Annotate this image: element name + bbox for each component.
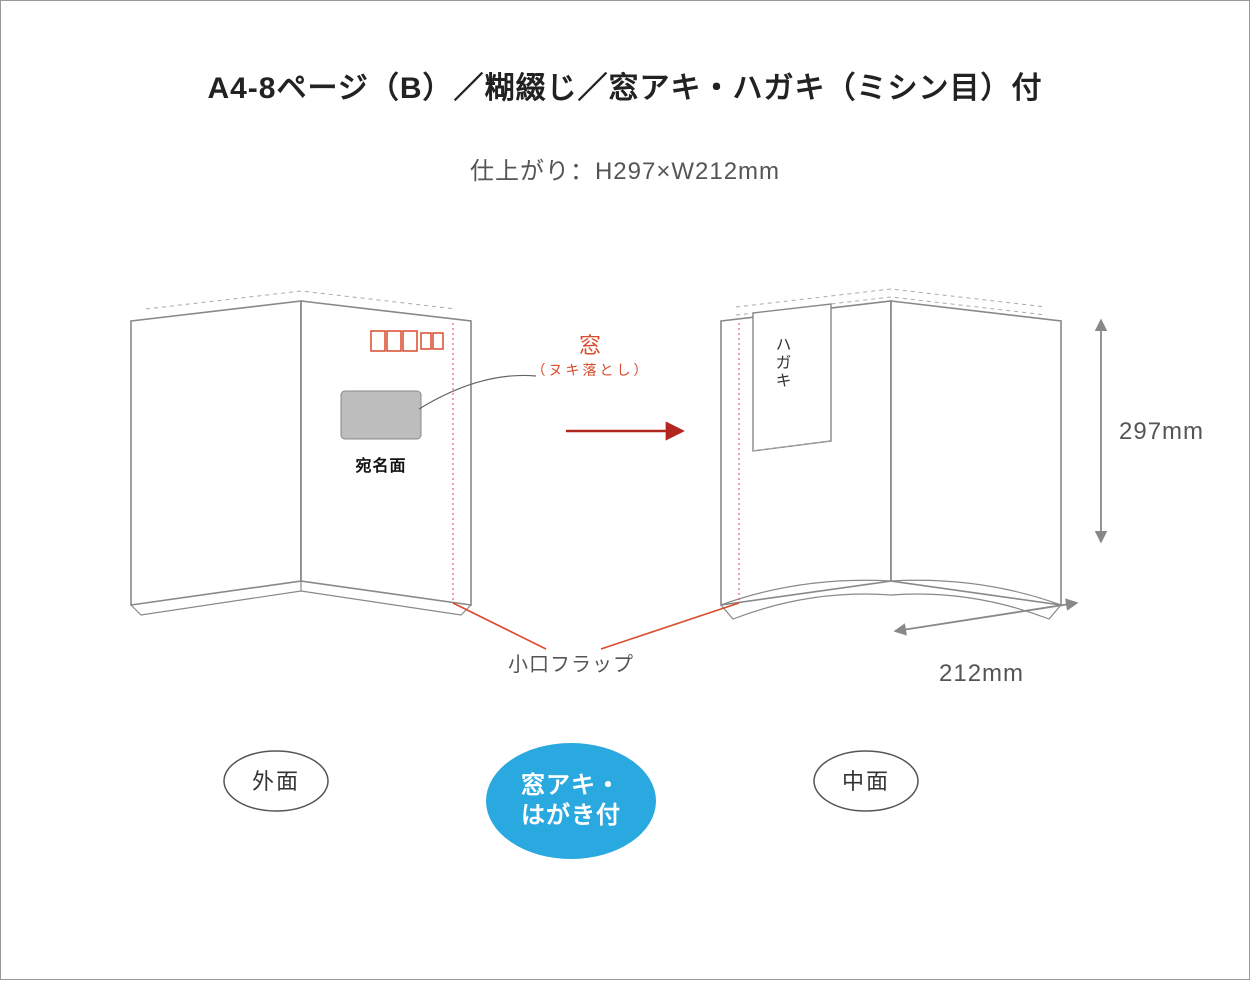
height-dim-label: 297mm xyxy=(1119,418,1204,445)
width-dim-icon xyxy=(896,603,1076,631)
feature-badge-l2: はがき付 xyxy=(521,801,621,829)
address-window-icon xyxy=(341,391,421,439)
feature-badge xyxy=(486,743,656,859)
flap-callout-left xyxy=(453,603,546,649)
window-sublabel: （ヌキ落とし） xyxy=(532,362,651,378)
left-booklet: 宛名面 xyxy=(131,291,536,615)
width-dim-label: 212mm xyxy=(939,660,1024,687)
flap-callout-right xyxy=(601,603,739,649)
feature-badge-l1: 窓アキ・ xyxy=(521,771,621,799)
hagaki-label: ハガキ xyxy=(773,336,791,390)
diagram-svg: 宛名面 窓 （ヌキ落とし） xyxy=(1,1,1250,981)
flap-label: 小口フラップ xyxy=(508,653,634,676)
right-booklet: ハガキ xyxy=(721,289,1061,619)
outer-face-label: 外面 xyxy=(252,769,300,794)
diagram-frame: A4-8ページ（B）／糊綴じ／窓アキ・ハガキ（ミシン目）付 仕上がり：H297×… xyxy=(0,0,1250,980)
hagaki-panel xyxy=(753,304,831,451)
window-label: 窓 xyxy=(579,333,603,358)
inner-face-label: 中面 xyxy=(842,769,890,794)
atena-label: 宛名面 xyxy=(354,456,406,475)
